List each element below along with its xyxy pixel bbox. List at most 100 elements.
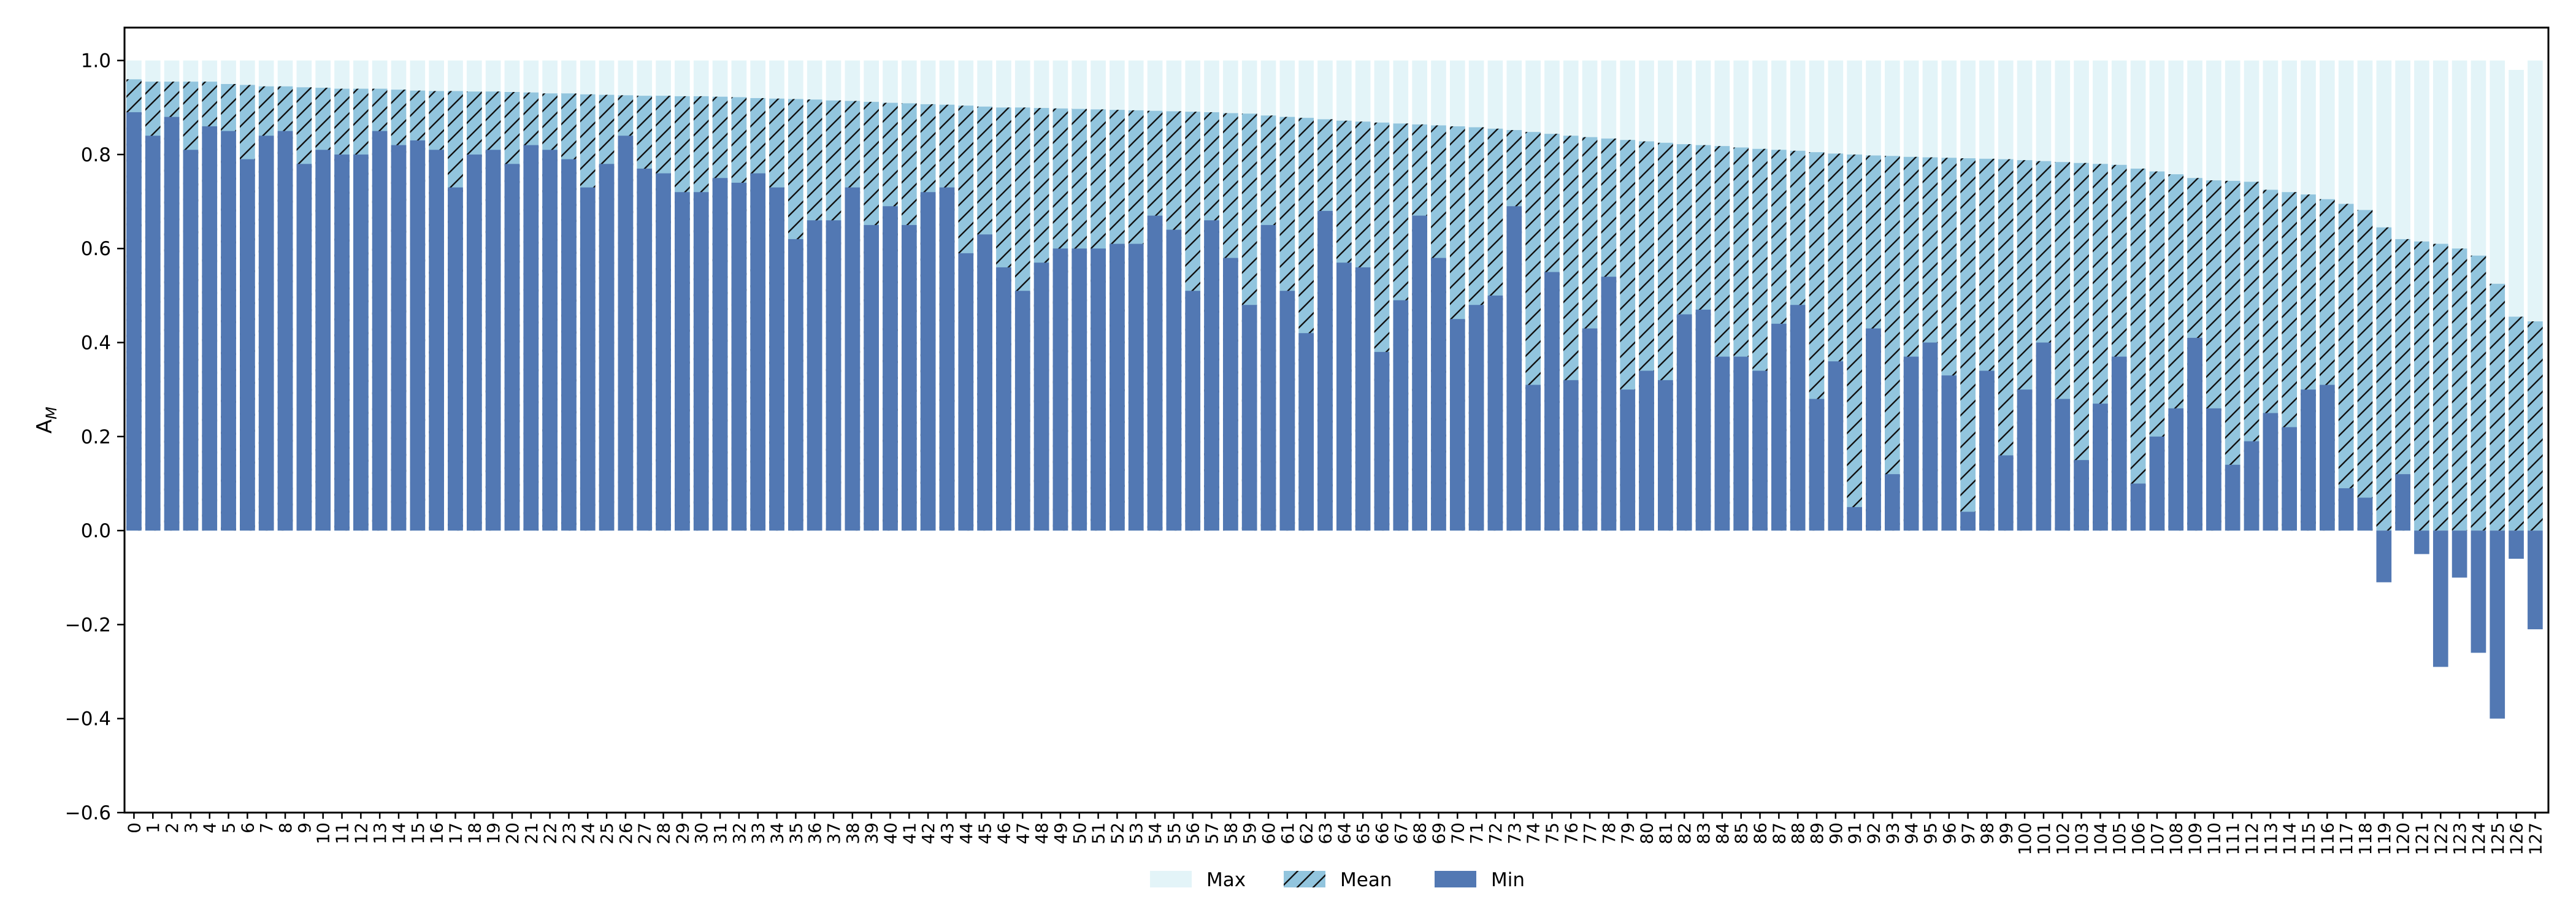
x-tick-label: 91 [1845,822,1865,844]
x-tick-label: 88 [1788,822,1808,844]
x-tick-label: 63 [1316,822,1336,844]
y-tick-label: 0.6 [81,238,111,260]
x-tick-label: 51 [1089,822,1109,844]
min-bar-92 [1866,328,1881,531]
x-tick-label: 55 [1164,822,1184,844]
min-bar-120 [2395,474,2410,531]
min-bar-34 [769,187,784,531]
x-tick-label: 14 [389,822,409,844]
min-bar-32 [731,182,747,531]
min-bar-59 [1241,305,1257,531]
min-bar-18 [466,154,482,531]
x-tick-label: 85 [1731,822,1752,844]
min-bar-100 [2017,389,2033,531]
x-tick-label: 1 [143,822,163,833]
x-tick-label: 113 [2261,822,2281,855]
min-bar-55 [1166,229,1182,531]
x-tick-label: 0 [124,822,144,833]
x-tick-label: 49 [1051,822,1071,844]
min-bar-125 [2490,530,2505,719]
mean-hatch-122 [2432,243,2448,531]
min-bar-7 [258,136,274,531]
min-bar-115 [2301,389,2316,531]
y-tick-label: 0.2 [81,426,111,448]
min-bar-37 [826,220,841,531]
x-tick-label: 26 [616,822,636,844]
x-tick-label: 100 [2015,822,2035,855]
min-bar-103 [2074,460,2089,531]
x-tick-label: 86 [1750,822,1771,844]
x-tick-label: 62 [1297,822,1317,844]
x-tick-label: 66 [1372,822,1392,844]
x-tick-label: 16 [427,822,447,844]
legend-mean-label: Mean [1340,869,1392,891]
y-tick-label: −0.2 [65,614,111,636]
min-bar-96 [1941,375,1957,531]
x-tick-label: 50 [1070,822,1090,844]
mean-hatch-91 [1847,154,1862,531]
x-tick-label: 38 [843,822,863,844]
min-bar-114 [2282,427,2297,531]
min-bar-31 [712,178,728,531]
x-tick-label: 98 [1977,822,1997,844]
x-tick-label: 81 [1655,822,1676,844]
min-bar-39 [864,224,879,531]
x-tick-label: 13 [370,822,390,844]
min-bar-61 [1279,291,1295,531]
x-tick-label: 112 [2242,822,2262,855]
y-axis: −0.6 −0.4 −0.2 0.0 0.2 0.4 0.6 0.8 1.0 [65,50,125,824]
x-tick-label: 33 [748,822,769,844]
min-bar-13 [372,131,388,531]
x-tick-label: 56 [1183,822,1203,844]
min-bar-51 [1091,248,1106,531]
x-tick-label: 117 [2336,822,2356,855]
mean-hatch-106 [2130,168,2146,531]
x-tick-label: 108 [2166,822,2187,855]
x-tick-label: 4 [200,822,220,833]
x-tick-label: 48 [1032,822,1052,844]
x-tick-label: 36 [805,822,825,844]
y-tick-label: −0.4 [65,708,111,730]
y-tick-label: 0.0 [81,520,111,542]
min-bar-14 [391,145,407,531]
x-axis: 0123456789101112131415161718192021222324… [124,813,2545,855]
x-tick-label: 97 [1958,822,1979,844]
min-bar-3 [183,150,199,531]
x-tick-label: 119 [2374,822,2394,855]
min-bar-56 [1185,291,1201,531]
x-tick-label: 77 [1580,822,1600,844]
x-tick-label: 65 [1353,822,1373,844]
x-tick-label: 6 [237,822,258,833]
min-bar-121 [2414,530,2429,554]
legend-max-label: Max [1206,869,1246,891]
x-tick-label: 101 [2034,822,2054,855]
x-tick-label: 82 [1674,822,1695,844]
min-bar-41 [901,224,917,531]
min-bar-87 [1771,323,1787,531]
min-bar-0 [126,112,142,531]
y-tick-label: 0.4 [81,332,111,354]
x-tick-label: 43 [937,822,957,844]
min-bar-108 [2168,408,2184,531]
min-bar-19 [485,150,501,531]
min-bar-48 [1033,262,1049,531]
mean-hatch-124 [2471,255,2486,531]
x-tick-label: 8 [275,822,296,833]
x-tick-label: 79 [1618,822,1638,844]
x-tick-label: 41 [899,822,919,844]
min-bars [126,112,2543,719]
x-tick-label: 52 [1107,822,1127,844]
x-tick-label: 53 [1126,822,1146,844]
x-tick-label: 116 [2317,822,2337,855]
min-bar-70 [1449,319,1465,531]
min-bar-91 [1847,507,1862,531]
min-bar-106 [2130,483,2146,531]
min-bar-126 [2509,530,2524,559]
x-tick-label: 2 [162,822,182,833]
mean-hatch-121 [2414,241,2429,531]
x-tick-label: 57 [1202,822,1222,844]
min-bar-118 [2357,497,2373,531]
x-tick-label: 5 [219,822,239,833]
legend: Max Mean Min [1150,869,1525,891]
